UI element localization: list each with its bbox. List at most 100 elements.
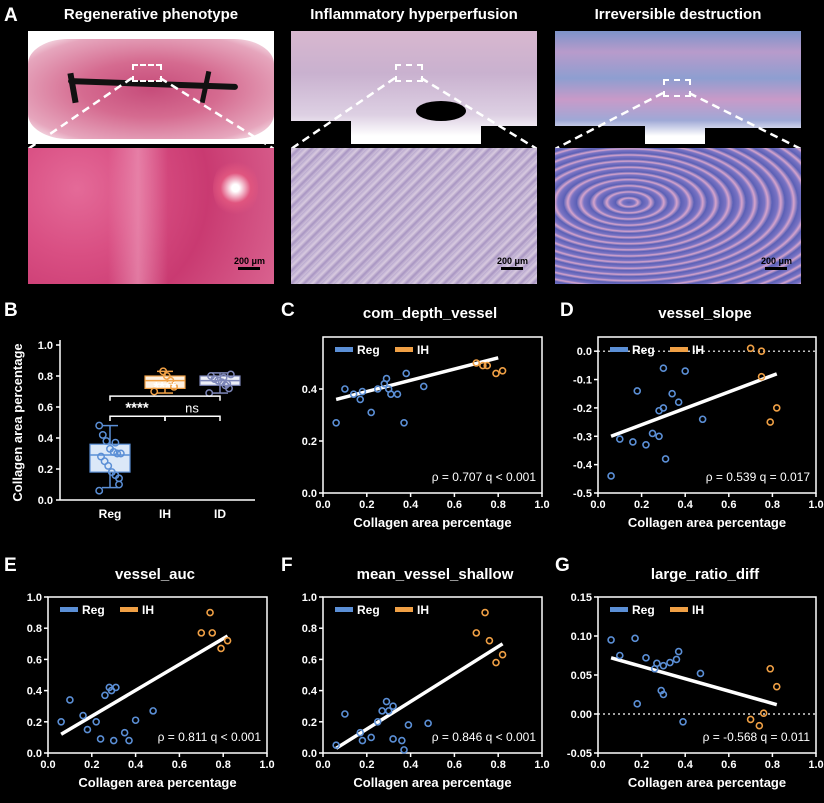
data-point-reg	[642, 440, 650, 449]
data-point-ih	[492, 369, 500, 378]
x-tick-label: 1.0	[534, 499, 549, 511]
panel-a-letter: A	[4, 5, 18, 26]
data-point-reg	[367, 733, 375, 742]
data-point-reg	[66, 696, 74, 704]
panel-d-letter: D	[560, 300, 574, 321]
data-point-reg	[332, 741, 340, 749]
x-tick-label: 0.4	[678, 759, 694, 771]
data-point-reg	[358, 736, 367, 745]
data-point-ih	[757, 372, 766, 381]
data-point-ih	[208, 629, 217, 637]
data-point-reg	[659, 690, 668, 699]
x-tick-label: 0.8	[216, 759, 231, 771]
y-tick-label: 0.6	[38, 402, 53, 414]
data-point-reg	[332, 419, 340, 427]
inflammatory-overview-image	[291, 31, 537, 144]
data-point-reg	[659, 661, 668, 670]
scatter-plot-d: 0.0 0.2 0.4 0.6 0.8 1.0 0.0 -0.1 -0.2 -0.3 -0.4 -0.…	[573, 336, 824, 530]
x-axis-label: Collagen area percentage	[628, 775, 786, 790]
regenerative-zoom-image: 200 μm	[28, 148, 274, 284]
y-tick-label: -0.5	[573, 488, 592, 500]
data-point-reg	[674, 398, 683, 407]
scale-label-2: 200 μm	[497, 256, 529, 266]
legend-label-ih: IH	[142, 603, 154, 617]
bracket-reg-ih	[109, 415, 166, 421]
correlation-stat: ρ = 0.846 q < 0.001	[432, 730, 537, 744]
data-point-reg	[393, 390, 402, 398]
data-point-reg	[633, 700, 642, 708]
x-axis-label: Collagen area percentage	[353, 515, 511, 530]
data-point	[102, 437, 111, 446]
data-point-reg	[149, 707, 157, 715]
zoom-lines-1	[28, 76, 274, 151]
y-tick-label: 0.6	[302, 654, 317, 666]
x-tick-label: 0.6	[447, 499, 462, 511]
data-point-reg	[367, 408, 375, 417]
data-point-ih	[217, 644, 225, 653]
scale-label-3: 200 μm	[761, 256, 793, 266]
data-point-ih	[772, 682, 781, 691]
data-point-ih	[766, 664, 775, 673]
y-tick-label: 0.2	[38, 464, 53, 476]
panel-a-title-2: Inflammatory hyperperfusion	[310, 6, 518, 23]
data-point	[223, 379, 232, 388]
x-tick-label: 1.0	[534, 759, 549, 771]
data-point-reg	[681, 367, 689, 375]
y-tick-label: 0.10	[571, 631, 592, 643]
plot-frame	[47, 596, 268, 754]
x-tick-label: 0.6	[721, 759, 736, 771]
data-point-reg	[659, 364, 668, 373]
y-tick-label: 0.6	[27, 654, 42, 666]
data-point-reg	[101, 691, 109, 700]
y-tick-label: 1.0	[27, 592, 42, 604]
data-point-ih	[223, 636, 232, 645]
significance-reg-ih: ****	[125, 399, 149, 416]
data-point-reg	[419, 382, 428, 391]
data-point-ih	[206, 608, 214, 617]
correlation-stat: ρ = 0.811 q < 0.001	[158, 730, 262, 744]
x-axis-label: Collagen area percentage	[628, 515, 786, 530]
data-point-reg	[400, 419, 408, 427]
legend-label-reg: Reg	[632, 603, 655, 617]
data-point	[205, 389, 214, 398]
data-point-reg	[373, 385, 382, 393]
data-point-reg	[92, 718, 100, 726]
data-point-reg	[356, 395, 365, 404]
data-point-reg	[607, 472, 615, 480]
x-tick-label: 0.0	[40, 759, 55, 771]
regression-line	[335, 642, 504, 750]
data-point-reg	[674, 647, 683, 656]
panel-g-title: large_ratio_diff	[650, 566, 760, 583]
data-point-reg	[633, 387, 642, 395]
data-point	[113, 449, 122, 458]
data-point	[107, 468, 116, 477]
data-point-ih	[472, 629, 481, 637]
panel-c-title: com_depth_vessel	[362, 305, 498, 322]
data-point-ih	[759, 709, 768, 718]
data-point-reg	[648, 429, 657, 438]
x-tick-label: 0.0	[315, 499, 330, 511]
data-point-reg	[607, 636, 615, 644]
panel-a-title-3: Irreversible destruction	[594, 6, 762, 23]
data-point-reg	[341, 710, 349, 718]
y-tick-label: 0.4	[38, 433, 54, 445]
y-tick-label: 0.0	[302, 488, 317, 500]
y-tick-label: 0.4	[27, 686, 43, 698]
x-tick-label: 1.0	[808, 759, 823, 771]
data-point-reg	[642, 654, 650, 662]
data-point-reg	[424, 719, 432, 728]
panel-e-title: vessel_auc	[114, 566, 196, 583]
scatter-plot-e: 0.0 0.2 0.4 0.6 0.8 1.0 0.0 0.2 0.4 0.6 0.8 1.0 Reg I…	[27, 592, 275, 790]
data-point-reg	[349, 390, 358, 398]
scatter-plot-f: 0.0 0.2 0.4 0.6 0.8 1.0 0.0 0.2 0.4 0.6 0.8 1.0 Reg I…	[302, 592, 550, 790]
panel-g-letter: G	[555, 555, 570, 576]
significance-top: ****	[153, 379, 177, 396]
data-point-reg	[616, 651, 624, 660]
panel-e-letter: E	[4, 555, 17, 576]
y-axis-label: Collagen area percentage	[10, 343, 25, 501]
legend-label-ih: IH	[417, 603, 429, 617]
x-tick-label-reg: Reg	[99, 507, 122, 521]
data-point	[170, 382, 178, 391]
y-tick-label: -0.1	[573, 375, 592, 387]
data-point-ih	[483, 361, 492, 370]
